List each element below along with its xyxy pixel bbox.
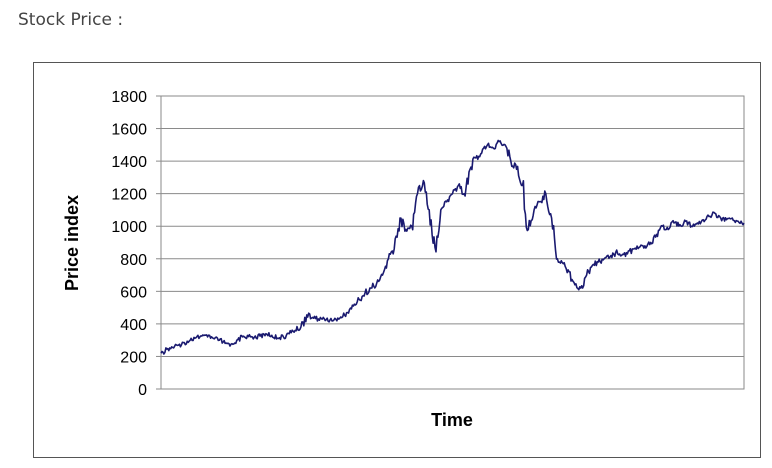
y-tick-label-1200: 1200	[111, 187, 147, 204]
y-axis-title: Price index	[62, 195, 82, 291]
chart-frame	[33, 62, 761, 458]
chart-gridlines	[161, 95, 744, 390]
y-tick-label-1600: 1600	[111, 122, 147, 139]
y-tick-label-400: 400	[120, 317, 147, 334]
page-heading: Stock Price :	[18, 10, 124, 30]
y-tick-label-800: 800	[120, 252, 147, 269]
y-tick-label-1800: 1800	[111, 89, 147, 106]
x-axis-title: Time	[431, 410, 473, 430]
y-tick-label-600: 600	[120, 284, 147, 301]
plot-area-border	[160, 95, 745, 390]
y-tick-label-200: 200	[120, 349, 147, 366]
y-tick-label-1400: 1400	[111, 154, 147, 171]
price-index-line	[160, 139, 745, 355]
y-tick-label-1000: 1000	[111, 219, 147, 236]
y-tick-label-0: 0	[138, 382, 147, 399]
y-axis-ticks: 0 200 400 600 800 1000 1200 1400 1600 1800	[111, 89, 161, 399]
